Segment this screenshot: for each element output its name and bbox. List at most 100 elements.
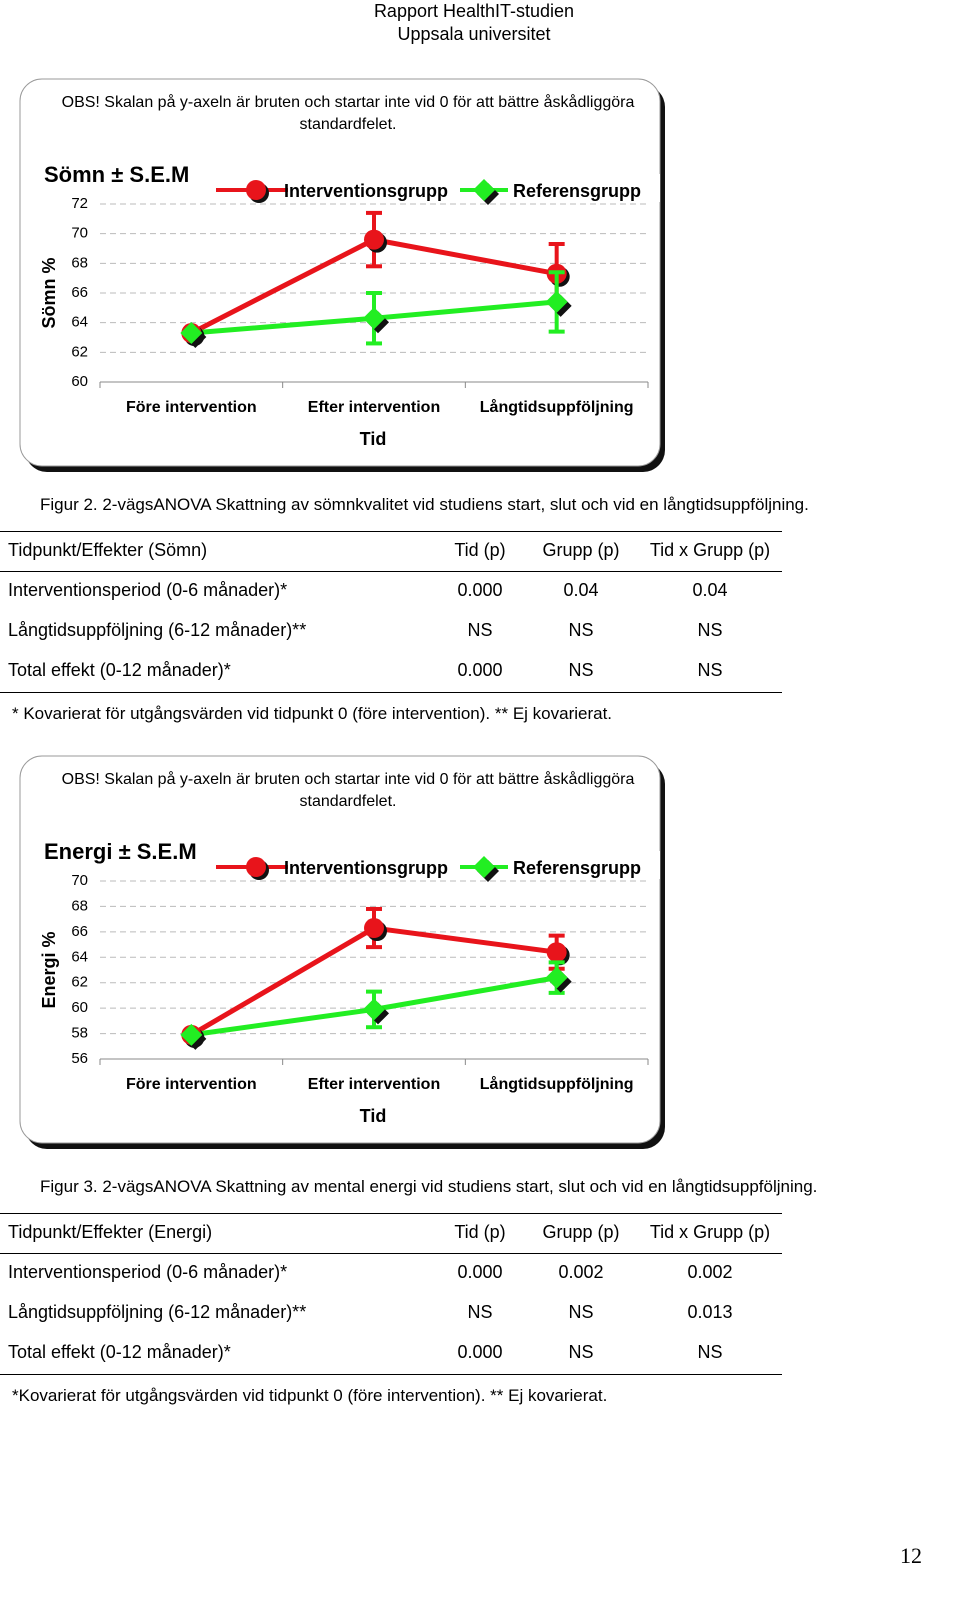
table-rule <box>0 1253 782 1254</box>
caption: Figur 2. 2-vägsANOVA Skattning av sömnkv… <box>40 495 809 514</box>
table-cell: Tid (p) <box>454 1222 506 1242</box>
chart-title: Sömn ± S.E.M <box>44 162 189 187</box>
table-rule <box>0 1374 782 1375</box>
data-point <box>180 322 207 349</box>
x-tick-label: Långtidsuppföljning <box>480 1075 634 1093</box>
table-cell: NS <box>568 660 594 680</box>
table-cell: NS <box>697 660 723 680</box>
legend-bg <box>230 174 660 202</box>
legend-label: Interventionsgrupp <box>284 181 448 201</box>
y-tick-label: 72 <box>71 195 88 212</box>
row-label: Långtidsuppföljning (6-12 månader)** <box>8 1302 307 1322</box>
marker <box>364 229 384 250</box>
table-cell: 0.002 <box>687 1262 733 1282</box>
table-cell: 0.000 <box>457 1342 503 1362</box>
table-cell: Grupp (p) <box>542 540 620 560</box>
chart: Energi ± S.E.M 56 58 60 62 64 66 68 70 Före inter… <box>19 755 665 1149</box>
marker <box>246 180 266 200</box>
header-line: Rapport HealthIT-studien <box>373 1 575 21</box>
y-tick-label: 62 <box>71 974 88 991</box>
caption: Figur 3. 2-vägsANOVA Skattning av mental… <box>40 1177 818 1196</box>
table-rule <box>0 571 782 572</box>
y-tick-label: 60 <box>71 999 88 1016</box>
legend-marker <box>473 179 499 205</box>
table-cell: 0.04 <box>563 580 599 600</box>
chart: Sömn ± S.E.M 60 62 64 66 68 70 72 Före intervent… <box>19 78 665 472</box>
marker <box>545 966 568 989</box>
table-cell: NS <box>568 620 594 640</box>
footnote: * Kovarierat för utgångsvärden vid tidpu… <box>12 704 613 723</box>
y-tick-label: 66 <box>71 284 88 301</box>
table-cell: 0.000 <box>457 660 503 680</box>
y-tick-label: 64 <box>71 314 88 331</box>
page-number: 12 <box>900 1543 922 1568</box>
y-tick-label: 60 <box>71 373 88 390</box>
y-tick-label: 70 <box>71 872 88 889</box>
legend-bg <box>230 851 660 879</box>
table-cell: 0.013 <box>687 1302 733 1322</box>
data-point <box>545 290 572 317</box>
y-tick-label: 68 <box>71 897 88 914</box>
x-axis-title: Tid <box>360 429 387 449</box>
table-cell: Tid x Grupp (p) <box>649 1222 771 1242</box>
marker <box>546 942 567 963</box>
y-tick-label: 64 <box>71 948 88 965</box>
row-label: Total effekt (0-12 månader)* <box>8 1342 231 1362</box>
marker <box>363 998 385 1021</box>
data-point <box>363 307 389 334</box>
header: Rapport HealthIT-studien Uppsala univers… <box>0 0 948 46</box>
x-tick-label: Långtidsuppföljning <box>480 398 634 416</box>
table-cell: 0.000 <box>457 1262 503 1282</box>
data-point <box>546 942 570 966</box>
row-label: Interventionsperiod (0-6 månader)* <box>8 1262 288 1282</box>
y-tick-label: 56 <box>71 1050 88 1067</box>
x-axis-title: Tid <box>360 1106 387 1126</box>
y-axis-title: Energi % <box>39 931 59 1008</box>
table-cell: NS <box>467 1302 493 1322</box>
table-cell: 0.04 <box>692 580 728 600</box>
data-point <box>180 1023 207 1050</box>
y-tick-label: 66 <box>71 923 88 940</box>
y-tick-label: 68 <box>71 254 88 271</box>
row-label: Tidpunkt/Effekter (Sömn) <box>8 540 208 560</box>
table-rule <box>0 531 782 532</box>
legend-marker <box>246 180 269 203</box>
marker <box>246 857 266 877</box>
table-cell: Tid x Grupp (p) <box>649 540 771 560</box>
legend-marker <box>246 857 269 880</box>
marker <box>180 322 203 345</box>
note: OBS! Skalan på y-axeln är bruten och sta… <box>61 94 635 133</box>
row-label: Total effekt (0-12 månader)* <box>8 660 231 680</box>
marker <box>473 179 495 201</box>
legend-label: Referensgrupp <box>513 181 641 201</box>
marker <box>364 918 384 939</box>
row-label: Interventionsperiod (0-6 månader)* <box>8 580 288 600</box>
table-cell: Tid (p) <box>454 540 506 560</box>
chart-title: Energi ± S.E.M <box>44 839 197 864</box>
y-axis-title: Sömn % <box>39 257 59 328</box>
table-cell: 0.002 <box>558 1262 604 1282</box>
table-cell: NS <box>467 620 493 640</box>
note: OBS! Skalan på y-axeln är bruten och sta… <box>61 771 635 810</box>
marker <box>473 856 495 878</box>
x-tick-label: Före intervention <box>126 1076 257 1093</box>
y-tick-label: 62 <box>71 343 88 360</box>
footnote: *Kovarierat för utgångsvärden vid tidpun… <box>12 1386 608 1405</box>
legend-marker <box>473 856 499 882</box>
marker <box>180 1023 203 1046</box>
x-tick-label: Efter intervention <box>308 399 440 416</box>
row-label: Långtidsuppföljning (6-12 månader)** <box>8 620 307 640</box>
table-cell: 0.000 <box>457 580 503 600</box>
table-cell: Grupp (p) <box>542 1222 620 1242</box>
marker <box>545 290 568 313</box>
data-point <box>364 229 387 253</box>
x-tick-label: Före intervention <box>126 399 257 416</box>
data-point <box>363 998 389 1025</box>
x-tick-label: Efter intervention <box>308 1076 440 1093</box>
data-point <box>545 966 572 993</box>
y-tick-label: 58 <box>71 1025 88 1042</box>
row-label: Tidpunkt/Effekter (Energi) <box>8 1222 213 1242</box>
table-cell: NS <box>568 1342 594 1362</box>
table-cell: NS <box>697 1342 723 1362</box>
